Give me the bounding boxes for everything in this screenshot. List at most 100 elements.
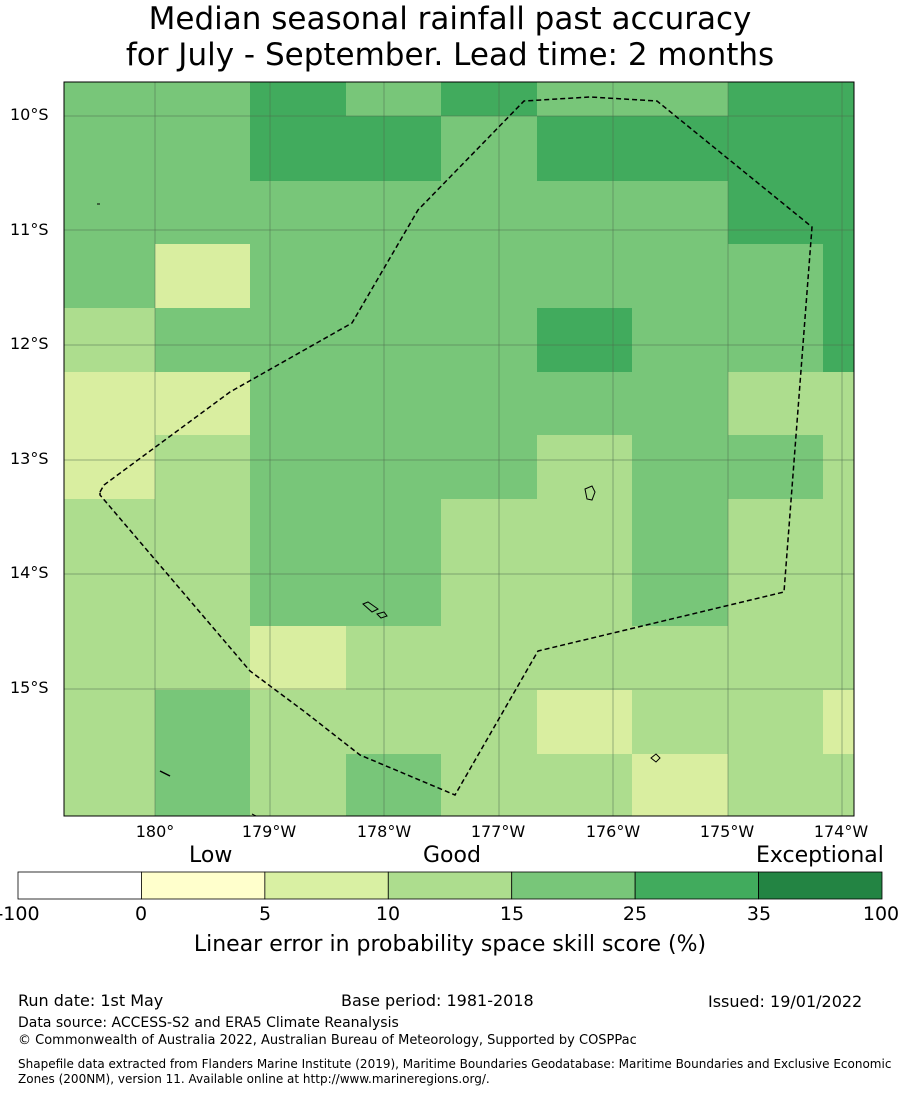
island-outline <box>584 485 596 501</box>
skill-cell <box>155 244 251 309</box>
skill-cell <box>632 563 729 627</box>
lon-label: 177°W <box>470 822 526 841</box>
skill-cell <box>728 690 824 755</box>
skill-cell <box>441 244 538 309</box>
skill-cell <box>64 116 156 182</box>
skill-cell <box>250 754 347 817</box>
skill-cell <box>728 372 824 436</box>
lon-label: 174°W <box>813 822 869 841</box>
skill-cell <box>728 244 824 309</box>
skill-cell <box>346 308 442 373</box>
skill-cell <box>250 82 347 117</box>
skill-grid <box>64 82 855 817</box>
skill-cell <box>823 244 855 309</box>
skill-cell <box>537 116 633 182</box>
colorbar-good-label: Good <box>423 843 481 868</box>
colorbar-tick: 10 <box>375 903 401 925</box>
skill-cell <box>823 82 855 117</box>
skill-cell <box>441 626 538 691</box>
skill-cell <box>823 563 855 627</box>
colorbar-segment <box>141 871 266 900</box>
skill-cell <box>155 690 251 755</box>
skill-cell <box>250 116 347 182</box>
lon-label: 178°W <box>356 822 412 841</box>
run-date: Run date: 1st May <box>18 991 164 1010</box>
skill-cell <box>537 308 633 373</box>
skill-cell <box>632 82 729 117</box>
skill-cell <box>728 308 824 373</box>
skill-cell <box>250 372 347 436</box>
colorbar-segment <box>17 871 142 900</box>
skill-cell <box>441 308 538 373</box>
skill-cell <box>728 626 824 691</box>
skill-cell <box>346 82 442 117</box>
skill-cell <box>346 435 442 500</box>
skill-cell <box>823 690 855 755</box>
skill-cell <box>250 308 347 373</box>
skill-cell <box>64 435 156 500</box>
skill-cell <box>728 563 824 627</box>
skill-cell <box>64 82 156 117</box>
skill-cell <box>441 435 538 500</box>
skill-cell <box>441 690 538 755</box>
issued-date: Issued: 19/01/2022 <box>708 992 863 1011</box>
map-panel <box>63 81 855 817</box>
skill-cell <box>537 563 633 627</box>
skill-cell <box>250 499 347 564</box>
skill-cell <box>441 181 538 245</box>
skill-cell <box>728 435 824 500</box>
skill-cell <box>728 181 824 245</box>
skill-cell <box>155 372 251 436</box>
skill-cell <box>250 181 347 245</box>
skill-cell <box>728 82 824 117</box>
colorbar-tick: 25 <box>622 903 648 925</box>
colorbar-segment <box>758 871 883 900</box>
colorbar-tick: 0 <box>134 903 148 925</box>
skill-cell <box>250 563 347 627</box>
island-outline <box>159 770 171 777</box>
skill-cell <box>632 626 729 691</box>
skill-cell <box>441 499 538 564</box>
skill-cell <box>346 372 442 436</box>
eez-boundary <box>99 96 813 796</box>
skill-cell <box>823 754 855 817</box>
skill-cell <box>823 308 855 373</box>
skill-cell <box>632 499 729 564</box>
skill-cell <box>823 435 855 500</box>
colorbar-tick: 5 <box>258 903 272 925</box>
skill-cell <box>632 690 729 755</box>
data-source: Data source: ACCESS-S2 and ERA5 Climate … <box>18 1015 399 1031</box>
skill-cell <box>155 499 251 564</box>
colorbar-segment <box>511 871 636 900</box>
skill-cell <box>346 626 442 691</box>
skill-cell <box>537 181 633 245</box>
colorbar-segment <box>634 871 759 900</box>
skill-cell <box>250 690 347 755</box>
shapefile-credit: Shapefile data extracted from Flanders M… <box>18 1057 892 1086</box>
skill-cell <box>823 499 855 564</box>
skill-cell <box>346 690 442 755</box>
skill-cell <box>346 116 442 182</box>
island-outline <box>376 611 388 619</box>
lat-label: 15°S <box>10 678 49 697</box>
graticule <box>64 82 854 816</box>
skill-cell <box>250 435 347 500</box>
skill-cell <box>64 244 156 309</box>
skill-cell <box>64 372 156 436</box>
colorbar-tick: 35 <box>746 903 772 925</box>
skill-cell <box>632 181 729 245</box>
skill-cell <box>250 244 347 309</box>
skill-cell <box>441 82 538 117</box>
map-title-line-2: for July - September. Lead time: 2 month… <box>125 37 775 73</box>
lon-label: 176°W <box>585 822 641 841</box>
skill-cell <box>728 754 824 817</box>
island-outline <box>251 813 257 817</box>
skill-cell <box>537 499 633 564</box>
skill-cell <box>155 626 251 691</box>
skill-cell <box>537 690 633 755</box>
skill-cell <box>632 116 729 182</box>
skill-cell <box>250 626 347 691</box>
lat-label: 12°S <box>10 334 49 353</box>
skill-cell <box>155 563 251 627</box>
lat-label: 13°S <box>10 449 49 468</box>
